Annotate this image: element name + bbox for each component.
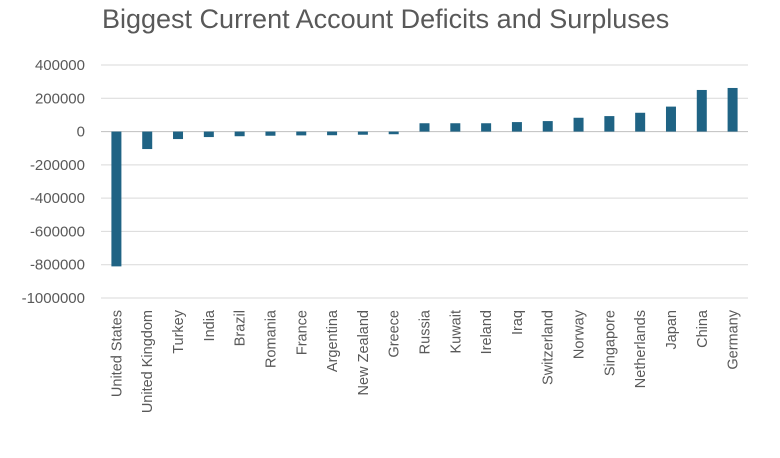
bar xyxy=(481,123,492,132)
x-category-label: China xyxy=(695,309,711,348)
bar xyxy=(511,122,522,132)
x-category-label: Turkey xyxy=(171,309,187,354)
x-category-label: New Zealand xyxy=(356,310,372,395)
x-category-label: Kuwait xyxy=(448,310,464,354)
bar xyxy=(234,131,245,137)
bar xyxy=(450,123,461,132)
y-tick-label: 0 xyxy=(77,124,85,141)
y-tick-label: -200000 xyxy=(30,157,85,174)
bar xyxy=(542,121,553,132)
bars xyxy=(111,87,738,267)
x-category-label: Switzerland xyxy=(541,310,557,385)
x-category-label: France xyxy=(294,310,310,355)
bar xyxy=(696,89,707,132)
x-category-label: Iraq xyxy=(510,310,526,335)
bar xyxy=(203,131,214,138)
x-category-label: United Kingdom xyxy=(140,310,156,413)
bar xyxy=(357,131,368,135)
bar xyxy=(635,112,646,132)
bar xyxy=(419,123,430,132)
x-category-label: Romania xyxy=(263,309,279,368)
x-category-label: United States xyxy=(109,310,125,397)
x-axis-category-labels: United States United Kingdom Turkey India Br… xyxy=(109,309,741,413)
y-tick-label: -1000000 xyxy=(22,290,85,307)
bar xyxy=(265,131,276,136)
bar xyxy=(604,116,615,132)
x-category-label: Russia xyxy=(418,309,434,354)
bar xyxy=(111,131,122,267)
bar xyxy=(388,131,399,135)
y-tick-label: 200000 xyxy=(35,90,85,107)
x-category-label: India xyxy=(202,309,218,341)
bar xyxy=(296,131,307,136)
y-axis-tick-labels: 400000 200000 0 -200000 -400000 -600000 -80000… xyxy=(22,57,85,307)
x-category-label: Ireland xyxy=(479,310,495,354)
bar xyxy=(573,117,584,132)
y-tick-label: -600000 xyxy=(30,223,85,240)
y-tick-label: -400000 xyxy=(30,190,85,207)
y-tick-label: -800000 xyxy=(30,257,85,274)
gridlines xyxy=(101,64,748,299)
chart-title: Biggest Current Account Deficits and Sur… xyxy=(102,4,670,34)
bar xyxy=(173,131,184,140)
x-category-label: Germany xyxy=(726,309,742,369)
bar xyxy=(727,87,738,132)
x-category-label: Brazil xyxy=(233,310,249,346)
x-category-label: Greece xyxy=(387,310,403,358)
x-category-label: Netherlands xyxy=(633,310,649,388)
bar xyxy=(665,106,676,132)
bar xyxy=(327,131,338,136)
x-category-label: Singapore xyxy=(602,310,618,376)
x-category-label: Norway xyxy=(572,309,588,359)
x-category-label: Japan xyxy=(664,310,680,350)
bar xyxy=(142,131,153,150)
y-tick-label: 400000 xyxy=(35,57,85,74)
x-category-label: Argentina xyxy=(325,309,341,372)
